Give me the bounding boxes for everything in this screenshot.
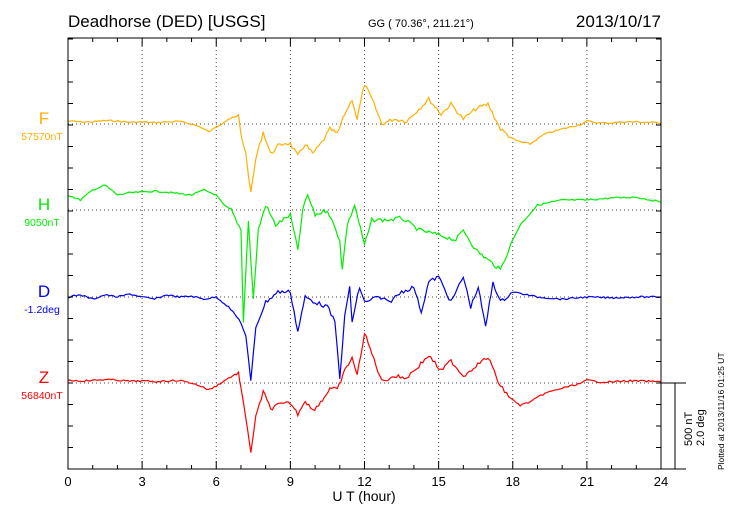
series-baseline-f: 57570nT [21,131,63,143]
axis-ticks: 0 3 6 9 12 15 18 21 24 [64,38,668,489]
series-name-h: H [38,195,50,214]
series-name-z: Z [39,368,49,387]
x-tick-label: 6 [213,474,220,489]
chart-title: Deadhorse (DED) [USGS] [68,12,265,31]
x-tick-label: 18 [506,474,520,489]
chart-date: 2013/10/17 [576,12,661,31]
series-labels: F 57570nT H 9050nT D -1.2deg Z 56840nT [21,109,63,402]
traces [67,84,662,453]
series-name-d: D [38,282,50,301]
series-name-f: F [39,109,49,128]
x-tick-label: 9 [287,474,294,489]
plotted-note: Plotted at 2013/11/16 01:25 UT [716,352,726,470]
series-baseline-z: 56840nT [21,390,63,402]
x-tick-label: 3 [139,474,146,489]
series-baseline-d: -1.2deg [24,304,60,316]
trace-f [67,84,662,192]
station-coords: GG ( 70.36°, 211.21°) [368,18,474,30]
x-tick-label: 24 [654,474,668,489]
x-tick-label: 21 [580,474,594,489]
x-tick-label: 0 [64,474,71,489]
scale-nt-label: 500 nT [683,411,695,446]
grid [68,38,661,469]
x-axis-label: U T (hour) [332,488,395,504]
scale-deg-label: 2.0 deg [695,409,707,446]
x-tick-label: 12 [357,474,371,489]
scale-bar: 500 nT 2.0 deg [661,382,707,470]
trace-h [67,184,662,323]
trace-z [67,332,662,453]
series-baseline-h: 9050nT [24,217,60,229]
trace-d [67,275,662,381]
x-tick-label: 15 [431,474,445,489]
